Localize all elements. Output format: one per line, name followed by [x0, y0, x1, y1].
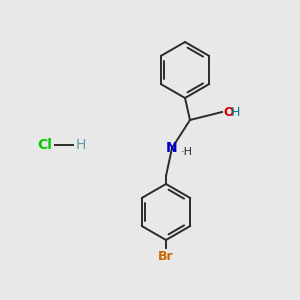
Text: H: H — [76, 138, 86, 152]
Text: Br: Br — [158, 250, 174, 263]
Text: Cl: Cl — [38, 138, 52, 152]
Text: O: O — [223, 106, 234, 118]
Text: N: N — [166, 141, 178, 155]
Text: H: H — [231, 106, 240, 118]
Text: ·H: ·H — [181, 147, 193, 157]
